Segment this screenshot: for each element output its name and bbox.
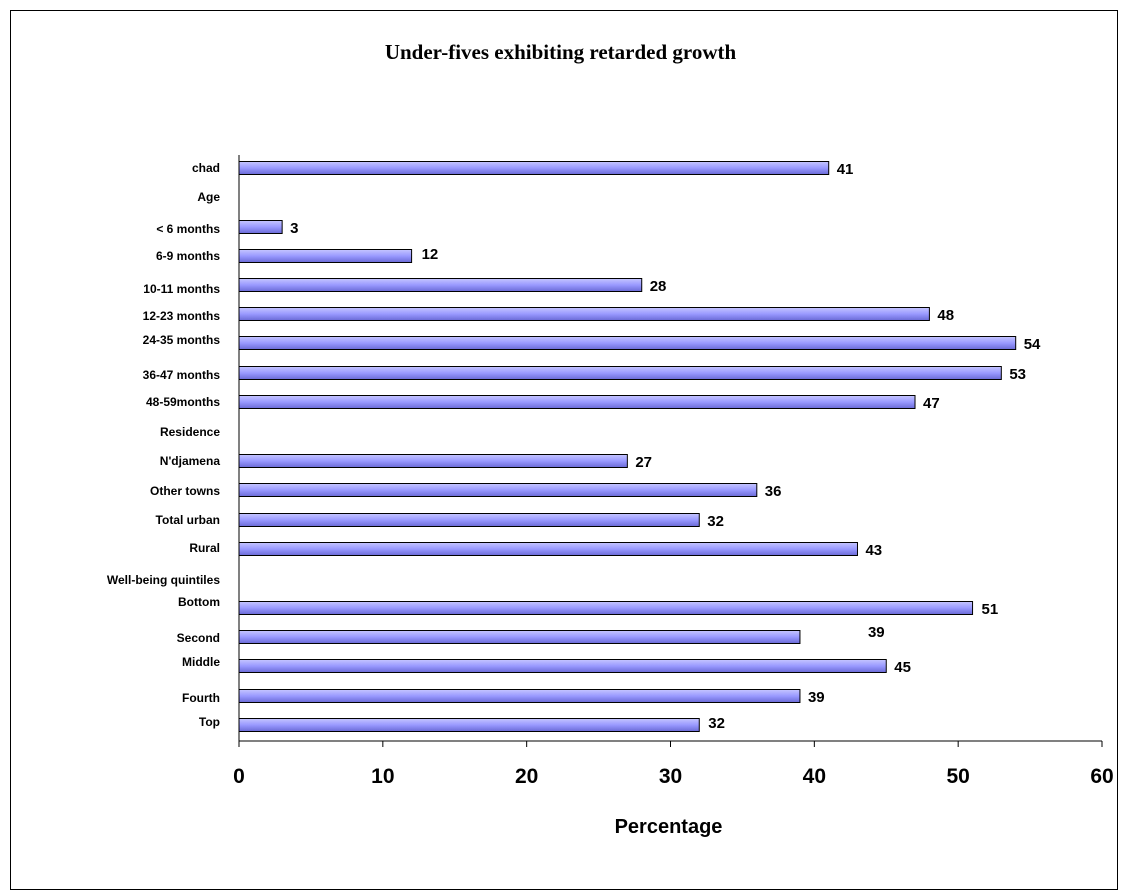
x-tick-label: 0: [233, 765, 245, 788]
x-tick-label: 50: [946, 765, 969, 788]
x-axis-label: Percentage: [615, 816, 723, 838]
category-label: Total urban: [156, 513, 220, 527]
data-label: 36: [765, 483, 782, 500]
chart-title: Under-fives exhibiting retarded growth: [384, 40, 737, 64]
category-label: Rural: [189, 541, 220, 555]
x-tick-label: 10: [371, 765, 394, 788]
x-tick-label: 40: [803, 765, 826, 788]
category-label: 48-59months: [146, 395, 220, 409]
bar: [238, 395, 916, 409]
bar: [238, 542, 858, 556]
data-label: 53: [1009, 366, 1026, 383]
x-tick-label: 60: [1090, 765, 1113, 788]
data-label: 47: [923, 395, 940, 412]
category-label: Middle: [182, 655, 220, 669]
data-label: 32: [707, 513, 724, 530]
category-label: 12-23 months: [143, 309, 221, 323]
bar: [238, 366, 1002, 380]
data-label: 51: [982, 601, 999, 618]
bar: [238, 601, 974, 615]
category-label: Residence: [160, 425, 220, 439]
bar: [238, 659, 887, 673]
chart-frame: [10, 10, 1118, 890]
data-label: 39: [808, 689, 825, 706]
x-tick-label: 30: [659, 765, 682, 788]
bar: [238, 220, 283, 234]
category-label: 10-11 months: [143, 282, 220, 296]
bar: [238, 249, 413, 263]
data-label: 41: [837, 161, 854, 178]
bar: [238, 336, 1017, 350]
category-label: Other towns: [150, 484, 220, 498]
bar: [238, 454, 628, 468]
data-label: 54: [1024, 336, 1041, 353]
bar: [238, 161, 830, 175]
data-label: 27: [635, 454, 652, 471]
bar: [238, 689, 801, 703]
data-label: 45: [894, 659, 911, 676]
category-label: Top: [199, 715, 220, 729]
bar: [238, 278, 643, 292]
bar: [238, 513, 700, 527]
bar: [238, 307, 930, 321]
data-label: 32: [708, 715, 725, 732]
category-label: 6-9 months: [156, 249, 220, 263]
bar: [238, 483, 758, 497]
category-label: 36-47 months: [143, 368, 221, 382]
bar: [238, 630, 801, 644]
category-label: N'djamena: [160, 454, 221, 468]
data-label: 28: [650, 278, 667, 295]
bar: [238, 718, 700, 732]
category-label: Age: [197, 190, 220, 204]
category-label: chad: [192, 161, 220, 175]
data-label: 48: [937, 307, 954, 324]
data-label: 12: [422, 246, 439, 263]
data-label: 3: [290, 220, 298, 237]
data-label: 39: [868, 624, 885, 641]
category-label: Bottom: [178, 595, 220, 609]
data-label: 43: [865, 542, 882, 559]
category-label: Well-being quintiles: [107, 573, 220, 587]
category-label: < 6 months: [156, 222, 220, 236]
category-label: Second: [177, 631, 220, 645]
category-label: 24-35 months: [143, 333, 221, 347]
category-label: Fourth: [182, 691, 220, 705]
x-tick-label: 20: [515, 765, 538, 788]
